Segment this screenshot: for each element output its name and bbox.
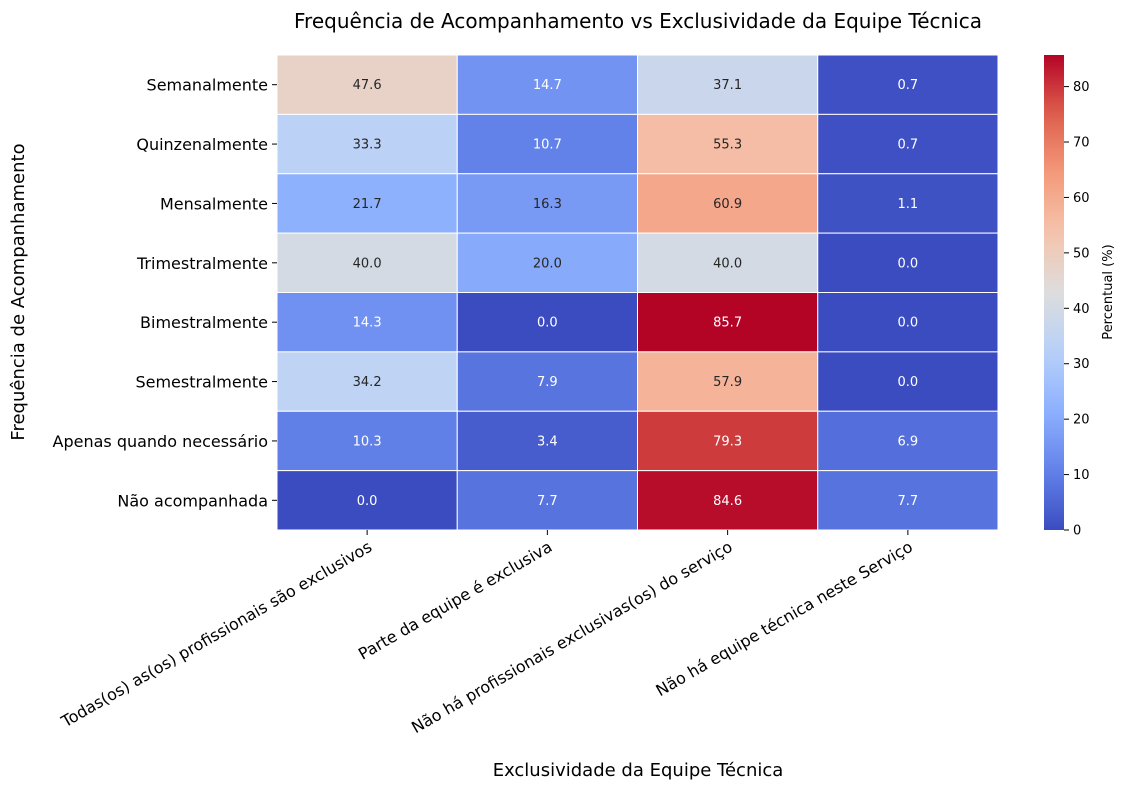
cell-value-label: 0.0 [898, 256, 919, 271]
cell-value-label: 20.0 [533, 256, 562, 271]
heatmap-cell [637, 351, 819, 412]
colorbar-tick-label: 80 [1073, 80, 1090, 95]
cell-value-label: 21.7 [353, 197, 382, 212]
cell-value-label: 0.7 [898, 138, 919, 153]
x-tick-label: Não há profissionais exclusivas(os) do s… [408, 537, 735, 737]
colorbar [1044, 55, 1064, 530]
y-tick-label: Trimestralmente [136, 254, 268, 273]
cell-value-label: 0.0 [357, 494, 378, 509]
cell-value-label: 0.0 [898, 316, 919, 331]
cell-value-label: 60.9 [713, 197, 742, 212]
cell-value-label: 7.7 [898, 494, 919, 509]
heatmap-cell [276, 54, 458, 115]
cell-value-label: 3.4 [537, 434, 558, 449]
heatmap-cell [637, 54, 819, 115]
cell-value-label: 33.3 [353, 138, 382, 153]
y-tick-label: Mensalmente [160, 194, 268, 213]
y-tick-label: Bimestralmente [140, 313, 268, 332]
colorbar-tick-label: 40 [1073, 302, 1090, 317]
chart-title: Frequência de Acompanhamento vs Exclusiv… [294, 9, 982, 33]
y-tick-label: Apenas quando necessário [53, 432, 269, 451]
colorbar-tick-label: 20 [1073, 413, 1090, 428]
heatmap-cell [637, 232, 819, 293]
cell-value-label: 7.7 [537, 494, 558, 509]
cell-value-label: 47.6 [353, 78, 382, 93]
y-tick-label: Não acompanhada [117, 491, 268, 510]
cell-value-label: 7.9 [537, 375, 558, 390]
heatmap-cell [817, 232, 999, 293]
cell-value-label: 0.0 [898, 375, 919, 390]
heatmap-cell [817, 113, 999, 175]
cell-value-label: 40.0 [353, 256, 382, 271]
colorbar-ticks: 0 10 20 30 40 50 60 70 80 [1064, 80, 1090, 539]
x-tick-label: Parte da equipe é exclusiva [355, 537, 555, 664]
cell-value-label: 34.2 [353, 375, 382, 390]
heatmap-cell [456, 54, 638, 115]
heatmap-cell [276, 470, 458, 531]
heatmap-cell [817, 173, 999, 234]
cell-value-label: 85.7 [713, 316, 742, 331]
x-tick-label: Todas(os) as(os) profissionais são exclu… [57, 537, 375, 732]
heatmap-cell [637, 470, 819, 531]
heatmap-cell [817, 292, 999, 353]
heatmap-cell [276, 232, 458, 293]
y-tick-label: Quinzenalmente [136, 135, 268, 154]
colorbar-tick-label: 50 [1073, 246, 1090, 261]
cell-value-label: 14.3 [353, 316, 382, 331]
heatmap-cell [637, 410, 819, 472]
heatmap-cell [817, 410, 999, 472]
colorbar-tick-label: 70 [1073, 136, 1090, 151]
colorbar-tick-label: 60 [1073, 191, 1090, 206]
heatmap-cell [456, 351, 638, 412]
y-tick-labels: Semanalmente Quinzenalmente Mensalmente Tri… [53, 76, 277, 510]
cell-value-label: 79.3 [713, 434, 742, 449]
heatmap-cell [456, 292, 638, 353]
y-axis-label: Frequência de Acompanhamento [8, 143, 29, 440]
heatmap-cell [456, 173, 638, 234]
cell-value-label: 0.0 [537, 316, 558, 331]
cell-value-label: 10.7 [533, 138, 562, 153]
heatmap-cell [276, 410, 458, 472]
cell-value-label: 1.1 [898, 197, 919, 212]
heatmap-cell [456, 232, 638, 293]
cell-value-label: 40.0 [713, 256, 742, 271]
cell-value-label: 55.3 [713, 138, 742, 153]
heatmap-cell [276, 113, 458, 175]
colorbar-label: Percentual (%) [1101, 244, 1116, 339]
heatmap-cell [637, 292, 819, 353]
x-axis-label: Exclusividade da Equipe Técnica [493, 760, 784, 781]
heatmap-cell [276, 351, 458, 412]
colorbar-tick-label: 10 [1073, 468, 1090, 483]
cell-value-label: 0.7 [898, 78, 919, 93]
cell-value-label: 10.3 [353, 434, 382, 449]
cell-value-label: 6.9 [898, 434, 919, 449]
colorbar-tick-label: 30 [1073, 357, 1090, 372]
heatmap-cells: 47.6 14.7 37.1 0.7 33.3 10.7 55.3 0.7 21.7 16.3 60… [276, 54, 999, 531]
colorbar-tick-label: 0 [1073, 524, 1081, 539]
heatmap-cell [817, 351, 999, 412]
x-tick-labels: Todas(os) as(os) profissionais são exclu… [57, 530, 916, 737]
cell-value-label: 84.6 [713, 494, 742, 509]
cell-value-label: 16.3 [533, 197, 562, 212]
y-tick-label: Semanalmente [147, 76, 268, 95]
heatmap-cell [456, 113, 638, 175]
heatmap-cell [276, 292, 458, 353]
y-tick-label: Semestralmente [135, 373, 268, 392]
cell-value-label: 14.7 [533, 78, 562, 93]
cell-value-label: 57.9 [713, 375, 742, 390]
heatmap-cell [817, 54, 999, 115]
cell-value-label: 37.1 [713, 78, 742, 93]
